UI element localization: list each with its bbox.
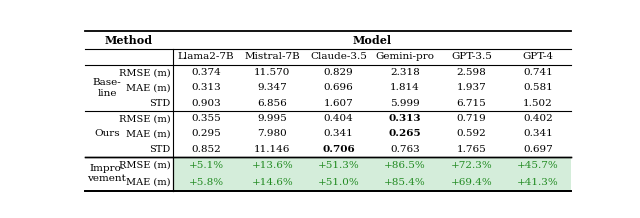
Text: 7.980: 7.980 xyxy=(257,129,287,138)
Text: +69.4%: +69.4% xyxy=(451,178,492,187)
Text: 0.265: 0.265 xyxy=(388,129,421,138)
Text: 6.856: 6.856 xyxy=(257,99,287,108)
Text: 0.763: 0.763 xyxy=(390,145,420,154)
Text: +85.4%: +85.4% xyxy=(384,178,426,187)
Text: +51.3%: +51.3% xyxy=(318,161,360,170)
Text: Model: Model xyxy=(353,34,392,46)
Text: 0.719: 0.719 xyxy=(456,114,486,123)
Text: +51.0%: +51.0% xyxy=(318,178,360,187)
Text: MAE (m): MAE (m) xyxy=(126,178,170,187)
Text: 1.502: 1.502 xyxy=(523,99,553,108)
Text: GPT-3.5: GPT-3.5 xyxy=(451,52,492,61)
Text: Llama2-7B: Llama2-7B xyxy=(178,52,234,61)
Text: 0.355: 0.355 xyxy=(191,114,221,123)
Text: 0.706: 0.706 xyxy=(323,145,355,154)
Text: STD: STD xyxy=(149,99,170,108)
Text: 0.402: 0.402 xyxy=(523,114,553,123)
Text: 0.697: 0.697 xyxy=(523,145,553,154)
Text: 0.592: 0.592 xyxy=(456,129,486,138)
Bar xyxy=(173,157,571,191)
Text: Mistral-7B: Mistral-7B xyxy=(244,52,300,61)
Text: Claude-3.5: Claude-3.5 xyxy=(310,52,367,61)
Text: +72.3%: +72.3% xyxy=(451,161,492,170)
Text: 0.313: 0.313 xyxy=(191,83,221,92)
Text: Method: Method xyxy=(105,34,153,46)
Text: Gemini-pro: Gemini-pro xyxy=(376,52,435,61)
Text: 0.852: 0.852 xyxy=(191,145,221,154)
Text: +45.7%: +45.7% xyxy=(517,161,559,170)
Text: +41.3%: +41.3% xyxy=(517,178,559,187)
Text: 1.814: 1.814 xyxy=(390,83,420,92)
Text: 1.765: 1.765 xyxy=(456,145,486,154)
Text: Ours: Ours xyxy=(94,129,120,138)
Text: MAE (m): MAE (m) xyxy=(126,83,170,92)
Text: 0.313: 0.313 xyxy=(389,114,421,123)
Text: 0.341: 0.341 xyxy=(324,129,354,138)
Text: 9.995: 9.995 xyxy=(257,114,287,123)
Text: Impro-
vement: Impro- vement xyxy=(88,164,126,184)
Text: Base-
line: Base- line xyxy=(93,78,122,98)
Text: +5.8%: +5.8% xyxy=(188,178,223,187)
Text: 2.318: 2.318 xyxy=(390,68,420,77)
Text: 0.829: 0.829 xyxy=(324,68,354,77)
Text: 9.347: 9.347 xyxy=(257,83,287,92)
Text: 0.581: 0.581 xyxy=(523,83,553,92)
Text: 0.404: 0.404 xyxy=(324,114,354,123)
Text: 0.696: 0.696 xyxy=(324,83,354,92)
Text: 5.999: 5.999 xyxy=(390,99,420,108)
Text: 0.295: 0.295 xyxy=(191,129,221,138)
Text: +13.6%: +13.6% xyxy=(252,161,293,170)
Text: +86.5%: +86.5% xyxy=(384,161,426,170)
Text: STD: STD xyxy=(149,145,170,154)
Text: 2.598: 2.598 xyxy=(456,68,486,77)
Text: 1.607: 1.607 xyxy=(324,99,354,108)
Text: RMSE (m): RMSE (m) xyxy=(118,68,170,77)
Text: +5.1%: +5.1% xyxy=(188,161,223,170)
Text: RMSE (m): RMSE (m) xyxy=(118,114,170,123)
Text: GPT-4: GPT-4 xyxy=(522,52,554,61)
Text: 0.374: 0.374 xyxy=(191,68,221,77)
Text: +14.6%: +14.6% xyxy=(252,178,293,187)
Text: 0.741: 0.741 xyxy=(523,68,553,77)
Text: 0.341: 0.341 xyxy=(523,129,553,138)
Text: MAE (m): MAE (m) xyxy=(126,129,170,138)
Text: 11.570: 11.570 xyxy=(254,68,291,77)
Text: 0.903: 0.903 xyxy=(191,99,221,108)
Text: 6.715: 6.715 xyxy=(456,99,486,108)
Text: 11.146: 11.146 xyxy=(254,145,291,154)
Text: RMSE (m): RMSE (m) xyxy=(118,161,170,170)
Text: 1.937: 1.937 xyxy=(456,83,486,92)
